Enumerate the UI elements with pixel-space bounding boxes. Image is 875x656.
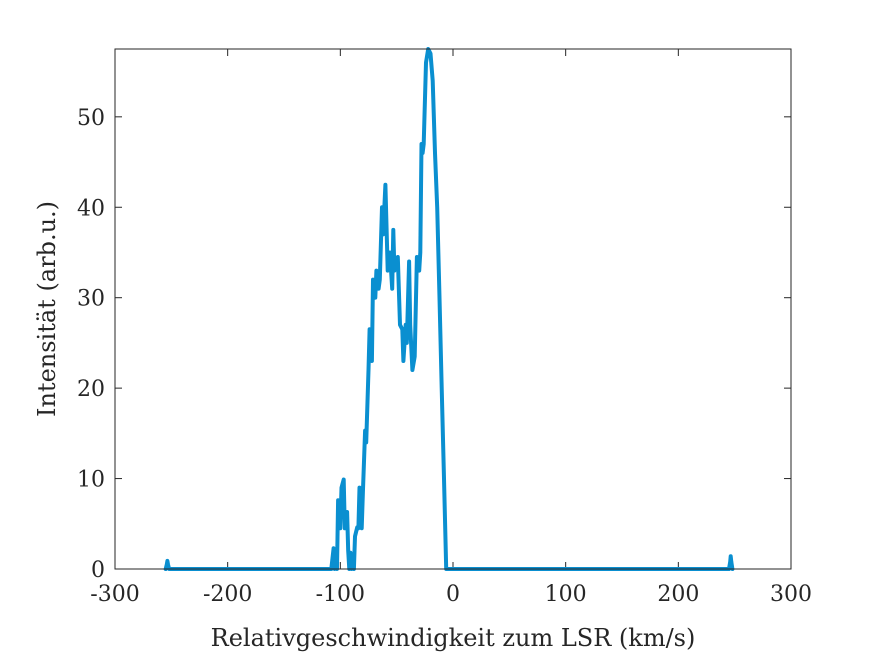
x-axis-label: Relativgeschwindigkeit zum LSR (km/s)	[211, 624, 696, 652]
x-tick-label: 300	[770, 582, 812, 607]
y-tick-label: 40	[77, 196, 105, 221]
y-axis-label: Intensität (arb.u.)	[33, 201, 61, 417]
axes-box	[114, 48, 792, 570]
x-tick-label: 200	[657, 582, 699, 607]
y-tick-label: 10	[77, 468, 105, 493]
x-tick-label: -100	[316, 582, 365, 607]
tick-labels: -300 -200 -100 0 100 200 300 0 10 20 30 40 50	[77, 106, 812, 607]
x-tick-label: -200	[203, 582, 252, 607]
x-tick-label: -300	[90, 582, 139, 607]
plot-area	[115, 49, 791, 569]
x-tick-label: 100	[545, 582, 587, 607]
y-tick-label: 20	[77, 377, 105, 402]
y-tick-label: 50	[77, 106, 105, 131]
x-tick-label: 0	[446, 582, 460, 607]
y-tick-label: 30	[77, 287, 105, 312]
y-tick-label: 0	[91, 558, 105, 583]
